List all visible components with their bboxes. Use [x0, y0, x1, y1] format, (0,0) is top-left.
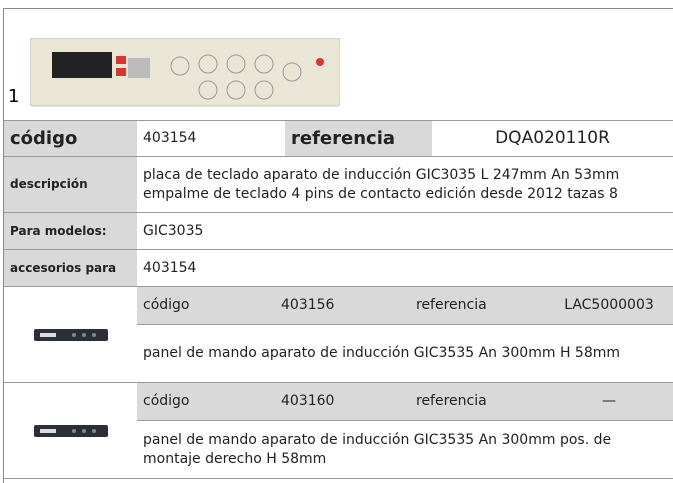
panel-image: [33, 328, 108, 341]
top-border: [3, 8, 673, 9]
label: accesorios para: [4, 250, 137, 287]
label: referencia: [410, 287, 545, 325]
left-border: [3, 8, 4, 483]
value: GIC3035: [137, 213, 673, 250]
pcb-image: [30, 38, 340, 107]
label: descripción: [4, 157, 137, 213]
label: Para modelos:: [4, 213, 137, 250]
value: 403154: [137, 250, 673, 287]
panel-image: [33, 424, 108, 437]
value: placa de teclado aparato de inducción GI…: [137, 157, 673, 213]
label: código: [4, 120, 137, 157]
accessory-image-cell: [4, 287, 137, 383]
value: LAC5000003: [545, 287, 673, 325]
description: panel de mando aparato de inducción GIC3…: [137, 421, 673, 479]
label: código: [137, 287, 275, 325]
value: 403160: [275, 383, 410, 421]
description: panel de mando aparato de inducción GIC3…: [137, 325, 673, 383]
image-number: 1: [8, 86, 20, 107]
value: —: [545, 383, 673, 421]
label: referencia: [410, 383, 545, 421]
label: código: [137, 383, 275, 421]
value: DQA020110R: [432, 120, 673, 157]
value: 403154: [137, 120, 285, 157]
value: 403156: [275, 287, 410, 325]
accessory-image-cell: [4, 383, 137, 479]
label: referencia: [285, 120, 432, 157]
